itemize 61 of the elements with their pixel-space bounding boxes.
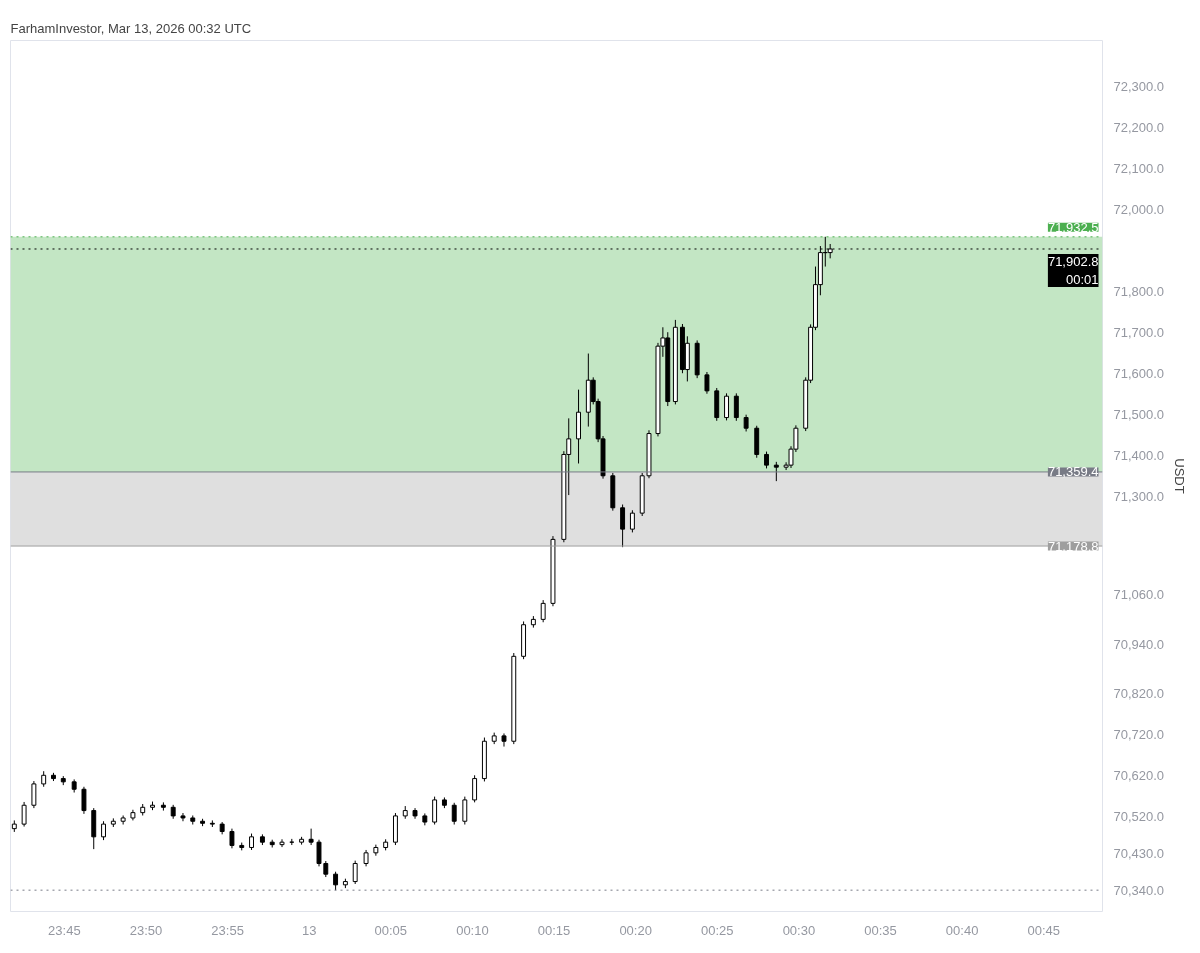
candlestick — [81, 786, 87, 815]
chart-title: FarhamInvestor, Mar 13, 2026 00:32 UTC — [10, 20, 252, 36]
y-axis-title: USDT — [1172, 458, 1188, 494]
candlestick — [773, 461, 779, 482]
ref-line-label: 71,902.8 00:01 — [1047, 254, 1099, 287]
x-tick-label: 23:50 — [129, 922, 163, 938]
candlestick — [229, 828, 235, 849]
candlestick — [120, 815, 126, 826]
candlestick — [21, 801, 27, 828]
x-tick-label: 00:35 — [864, 922, 897, 938]
x-tick-label: 00:10 — [456, 922, 489, 938]
y-tick-label: 71,800.0 — [1113, 283, 1165, 299]
x-tick-label: 00:40 — [945, 922, 979, 938]
candlestick — [501, 732, 507, 748]
y-tick-label: 70,620.0 — [1113, 767, 1165, 783]
y-tick-label: 71,060.0 — [1113, 587, 1165, 603]
x-tick-label: 23:45 — [48, 922, 81, 938]
x-tick-label: 00:45 — [1027, 922, 1061, 938]
x-tick-label: 00:20 — [619, 922, 652, 938]
candlestick — [472, 774, 478, 803]
candlestick — [432, 796, 438, 826]
y-tick-label: 70,430.0 — [1113, 845, 1165, 861]
y-tick-label: 70,820.0 — [1113, 685, 1165, 701]
y-tick-label: 71,700.0 — [1113, 324, 1165, 340]
candlestick — [373, 844, 379, 857]
candlestick — [629, 509, 635, 533]
candlestick — [733, 392, 739, 422]
y-tick-label: 70,940.0 — [1113, 636, 1165, 652]
y-tick-label: 72,200.0 — [1113, 119, 1165, 135]
x-tick-label: 00:05 — [374, 922, 408, 938]
candlestick — [101, 820, 106, 841]
ref-line-label: 71,359.4 — [1047, 464, 1099, 480]
candlestick — [352, 860, 358, 885]
y-tick-label: 72,100.0 — [1113, 160, 1165, 176]
x-tick-label: 00:25 — [701, 922, 734, 938]
x-tick-label: 00:15 — [537, 922, 571, 938]
ref-line-label: 71,932.5 — [1047, 219, 1099, 235]
y-tick-label: 71,400.0 — [1113, 447, 1165, 463]
candlestick — [462, 796, 468, 826]
candlestick — [540, 599, 546, 623]
y-tick-label: 70,340.0 — [1113, 882, 1165, 898]
y-tick-label: 70,720.0 — [1113, 726, 1165, 742]
y-tick-label: 72,300.0 — [1113, 78, 1165, 94]
candlestick — [308, 828, 314, 846]
x-tick-label: 23:55 — [211, 922, 244, 938]
y-tick-label: 70,520.0 — [1113, 808, 1165, 824]
candlestick — [333, 871, 339, 891]
candlestick — [451, 802, 457, 826]
candlestick — [279, 838, 285, 848]
candlestick — [620, 504, 626, 548]
x-tick-label: 13 — [301, 922, 317, 938]
y-tick-label: 71,600.0 — [1113, 365, 1165, 381]
candlestick — [704, 371, 710, 395]
y-tick-label: 71,300.0 — [1113, 488, 1165, 504]
candlestick — [180, 812, 186, 822]
candlestick — [31, 780, 37, 809]
y-tick-label: 71,500.0 — [1113, 406, 1165, 422]
x-tick-label: 00:30 — [782, 922, 816, 938]
ref-line-label: 71,178.8 — [1047, 538, 1099, 554]
candlestick — [724, 392, 729, 421]
y-tick-label: 72,000.0 — [1113, 201, 1165, 217]
